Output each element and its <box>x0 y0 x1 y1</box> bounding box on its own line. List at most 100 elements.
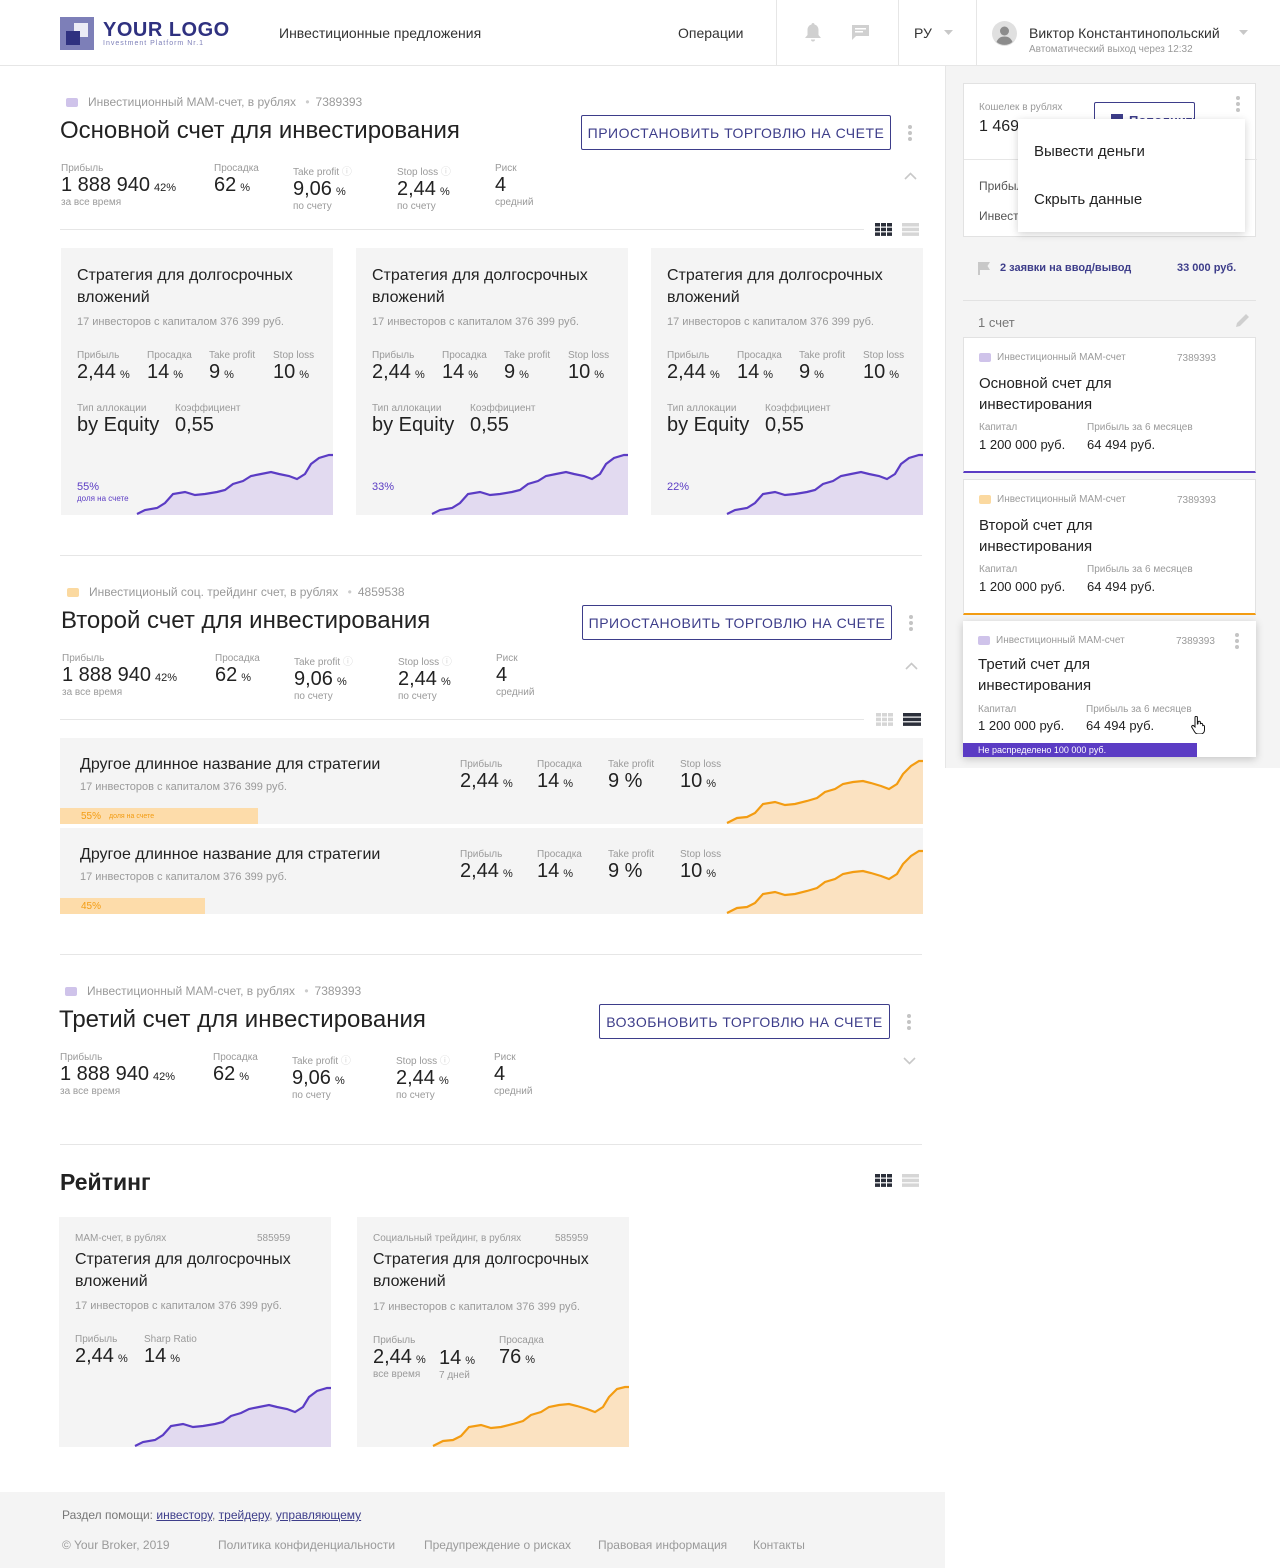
nav-operations[interactable]: Операции <box>678 25 744 41</box>
stat-label: Прибыль <box>60 1052 103 1063</box>
grid-view-icon[interactable] <box>875 1174 892 1187</box>
rating-card[interactable]: MAM-счет, в рублях 585959 Стратегия для … <box>59 1217 331 1447</box>
grid-view-icon[interactable] <box>875 223 892 236</box>
footer-link-contacts[interactable]: Контакты <box>753 1538 805 1552</box>
list-view-icon[interactable] <box>902 223 919 236</box>
session-timer: Автоматический выход через 12:32 <box>1029 44 1193 55</box>
nav-investment-offers[interactable]: Инвестиционные предложения <box>279 25 482 41</box>
stat-sub: за все время <box>62 687 123 698</box>
stat-sub: по счету <box>398 691 437 702</box>
more-icon[interactable] <box>1236 96 1240 114</box>
capital-value: 1 200 000 руб. <box>979 437 1066 452</box>
info-icon[interactable]: ⓘ <box>440 167 451 178</box>
info-icon[interactable]: ⓘ <box>342 657 353 668</box>
stat-coefficient: 0,55 <box>765 414 804 436</box>
stat-take-profit: 9,06% <box>294 668 347 690</box>
info-icon[interactable]: ⓘ <box>341 167 352 178</box>
stat-stop-loss: 10% <box>680 770 717 792</box>
account-type: Инвестиционный MAM-счет <box>979 352 1126 363</box>
stat-drawdown: 62% <box>214 174 251 196</box>
list-view-icon[interactable] <box>902 1174 919 1187</box>
requests-link[interactable]: 2 заявки на ввод/вывод <box>1000 262 1132 274</box>
edit-icon[interactable] <box>1236 313 1250 327</box>
more-icon[interactable] <box>908 125 912 143</box>
footer-link-legal[interactable]: Правовая информация <box>598 1538 728 1552</box>
stat-coefficient: 0,55 <box>470 414 509 436</box>
stat-profit-week: 14% <box>439 1347 476 1369</box>
user-menu[interactable]: Виктор Константинопольский Автоматически… <box>992 20 1257 58</box>
stat-profit: 2,44% <box>667 361 720 383</box>
strategy-card[interactable]: Стратегия для долгосрочных вложений 17 и… <box>61 248 333 515</box>
pause-trading-button[interactable]: ПРИОСТАНОВИТЬ ТОРГОВЛЮ НА СЧЕТЕ <box>581 115 891 150</box>
strategy-row[interactable]: Другое длинное название для стратегии 17… <box>60 738 923 824</box>
rating-card[interactable]: Социальный трейдинг, в рублях 585959 Стр… <box>357 1217 629 1447</box>
stat-allocation: by Equity <box>372 414 455 436</box>
wallet-label: Кошелек в рублях <box>979 102 1063 113</box>
list-view-icon[interactable] <box>903 713 921 726</box>
requests-amount: 33 000 руб. <box>1177 262 1237 274</box>
stat-sub: средний <box>495 197 534 208</box>
account-meta: Инвестиционый соц. трейдинг счет, в рубл… <box>67 585 405 599</box>
stat-label: Take profit <box>799 350 846 361</box>
menu-item-hide-data[interactable]: Скрыть данные <box>1034 191 1143 208</box>
stat-label: Прибыль <box>61 163 104 174</box>
info-icon[interactable]: ⓘ <box>441 657 452 668</box>
footer-link-privacy[interactable]: Политика конфиденциальности <box>218 1538 396 1552</box>
stat-label: Просадка <box>537 849 582 860</box>
more-icon[interactable] <box>1235 633 1239 651</box>
share-percent: 55% <box>81 811 102 822</box>
language-select[interactable]: РУ <box>914 25 954 43</box>
section-divider <box>60 555 922 556</box>
strategy-row[interactable]: Другое длинное название для стратегии 17… <box>60 828 923 914</box>
menu-item-withdraw[interactable]: Вывести деньги <box>1034 143 1145 160</box>
info-icon[interactable]: ⓘ <box>439 1056 450 1067</box>
pause-trading-button[interactable]: ПРИОСТАНОВИТЬ ТОРГОВЛЮ НА СЧЕТЕ <box>582 605 892 640</box>
flag-icon <box>978 262 990 275</box>
strategy-title: Стратегия для долгосрочных вложений <box>372 267 588 306</box>
chevron-down-icon <box>1239 30 1248 35</box>
grid-view-icon[interactable] <box>876 713 893 726</box>
unallocated-badge: Не распределено 100 000 руб. <box>963 743 1197 757</box>
stat-sub: 7 дней <box>439 1370 470 1381</box>
more-icon[interactable] <box>909 615 913 633</box>
logo[interactable]: YOUR LOGO Investment Platform Nr.1 <box>60 17 230 51</box>
stat-take-profit: 9% <box>209 361 234 383</box>
help-link-trader[interactable]: трейдеру <box>218 1508 270 1522</box>
account-title: Третий счет для инвестирования <box>59 1006 426 1033</box>
stat-label: Take profit ⓘ <box>294 657 353 668</box>
account-title: Второй счет для инвестирования <box>61 607 431 634</box>
strategy-card[interactable]: Стратегия для долгосрочных вложений 17 и… <box>651 248 923 515</box>
stat-sub: по счету <box>292 1090 331 1101</box>
sparkline <box>726 453 923 515</box>
stat-label: Просадка <box>499 1335 544 1346</box>
help-label: Раздел помощи: <box>62 1508 154 1522</box>
help-link-investor[interactable]: инвестору <box>156 1508 212 1522</box>
capital-label: Капитал <box>979 564 1018 575</box>
chevron-down-icon[interactable] <box>903 1057 916 1065</box>
strategy-subtitle: 17 инвесторов с капиталом 376 399 руб. <box>667 316 874 328</box>
stat-sub: за все время <box>61 197 122 208</box>
chevron-up-icon[interactable] <box>905 662 918 670</box>
footer-link-risks[interactable]: Предупреждение о рисках <box>424 1538 572 1552</box>
stat-label: Просадка <box>537 759 582 770</box>
chevron-up-icon[interactable] <box>904 172 917 180</box>
stat-label: Просадка <box>442 350 487 361</box>
stat-label: Take profit <box>608 759 655 770</box>
stat-stop-loss: 10% <box>273 361 310 383</box>
help-link-manager[interactable]: управляющему <box>275 1508 362 1522</box>
profit-value: 64 494 руб. <box>1086 718 1155 733</box>
share-bar: 55% доля на счете <box>60 808 420 824</box>
sidebar-account-card[interactable]: Инвестиционный MAM-счет 7389393 Основной… <box>963 337 1256 473</box>
bell-icon[interactable] <box>805 23 821 47</box>
rating-section: Рейтинг MAM-счет, в рублях 585959 Страте… <box>0 1160 945 1460</box>
sidebar-account-card[interactable]: Инвестиционный MAM-счет 7389393 Третий с… <box>963 621 1256 757</box>
header-divider <box>976 0 977 65</box>
info-icon[interactable]: ⓘ <box>340 1056 351 1067</box>
sidebar-account-card[interactable]: Инвестиционный MAM-счет 7389393 Второй с… <box>963 479 1256 615</box>
strategy-card[interactable]: Стратегия для долгосрочных вложений 17 и… <box>356 248 628 515</box>
resume-trading-button[interactable]: ВОЗОБНОВИТЬ ТОРГОВЛЮ НА СЧЕТЕ <box>599 1004 890 1039</box>
stat-label: Коэффициент <box>765 403 831 414</box>
stat-label: Прибыль <box>77 350 120 361</box>
more-icon[interactable] <box>907 1014 911 1032</box>
chat-icon[interactable] <box>852 25 869 45</box>
